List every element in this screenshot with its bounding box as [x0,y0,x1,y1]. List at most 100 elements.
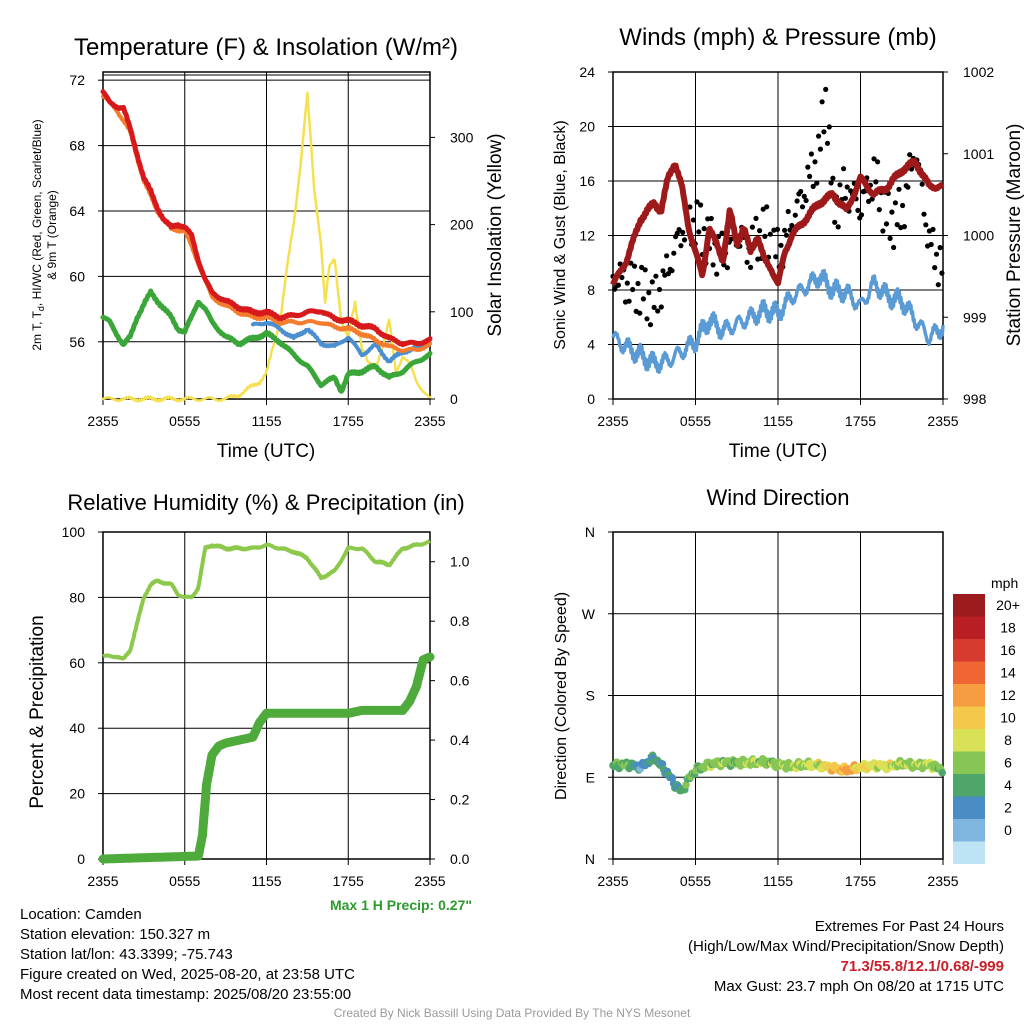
speed-legend-swatch [953,774,985,797]
rh-ytick-label: 40 [69,720,85,736]
wind-gust-dot [876,207,882,213]
wind-xtick-label: 1155 [763,413,793,429]
winds-pressure-panel: 0 4 8 12 16 20 24 998 999 1000 1001 1002 2355 0555 115… [552,24,1024,462]
speed-legend-swatch [953,796,985,819]
wind-gust-dot [687,204,693,210]
wind-gust-dot [748,264,754,270]
speed-legend-swatch [953,729,985,752]
wind-gust-dot [901,224,908,230]
wind-gust-dot [801,193,807,199]
rh-xtick-label: 1155 [251,873,281,889]
speed-legend-swatch [953,819,985,842]
wind-xtick-label: 1755 [845,413,876,429]
wind-gust-dot [749,224,756,230]
speed-legend-label: 14 [1000,665,1016,681]
temp-title: Temperature (F) & Insolation (W/m²) [74,34,458,61]
wind-gust-dot [785,208,791,215]
wind-gust-dot [753,215,759,221]
wind-gust-dot [883,221,890,227]
wind-y2tick-label: 1001 [963,146,994,162]
wind-gust-dot [651,304,657,310]
extremes-subtitle: (High/Low/Max Wind/Precipitation/Snow De… [688,938,1004,955]
wind-gust-dot [646,290,652,296]
rh-title: Relative Humidity (%) & Precipitation (i… [67,490,464,515]
wind-gust-dot [889,209,895,215]
wind-gust-dot [871,156,877,162]
wind-gust-dot [644,316,650,322]
rh-y2tick-label: 0.0 [450,851,470,867]
wind-gust-dot [905,184,911,190]
wind-gust-dot [719,230,725,236]
speed-legend-label: 2 [1004,800,1012,816]
temp-ylabel-right: Solar Insolation (Yellow) [485,133,506,336]
rh-xtick-label: 2355 [414,873,445,889]
wind-gust-dot [714,271,720,277]
wind-gust-dot [696,229,702,235]
wind-xtick-label: 2355 [927,413,958,429]
wind-gust-dot [649,279,655,285]
wind-gust-dot [919,181,925,187]
wind-speed-line [611,268,945,374]
temp-series-line [100,288,433,394]
temp-xtick-label: 0555 [169,413,200,429]
recent-timestamp: Most recent data timestamp: 2025/08/20 2… [20,986,352,1003]
wind-gust-dot [635,280,641,287]
speed-legend-swatch [953,751,985,774]
speed-legend-label: 18 [1000,620,1016,636]
wind-gust-dot [939,270,945,276]
wind-gust-dot [631,263,638,269]
wind-xtick-label: 0555 [680,413,711,429]
max-gust: Max Gust: 23.7 mph On 08/20 at 1715 UTC [713,978,1004,995]
wind-gust-dot [817,146,824,152]
rh-xtick-label: 2355 [87,873,118,889]
wind-ytick-label: 24 [579,64,595,80]
dir-ytick-label: N [585,524,595,540]
temp-y2tick-label: 300 [450,129,474,145]
speed-legend-swatch [953,639,985,662]
wind-gust-dot [656,286,663,293]
wind-gust-dot [858,212,865,218]
wind-gust-dot [647,322,654,328]
wind-gust-dot [762,233,768,239]
speed-legend-label: 12 [1000,687,1016,703]
wind-gust-dot [778,242,784,248]
wind-gust-dot [660,268,666,274]
wind-gust-dot [655,308,661,314]
wind-gust-dot [835,224,841,230]
wind-gust-dot [887,235,893,241]
temp-series-line [250,320,432,364]
wind-gust-dot [841,166,847,172]
dir-xtick-label: 2355 [927,873,958,889]
dir-ytick-label: E [586,769,595,785]
wind-gust-dot [669,268,675,274]
temp-y2tick-label: 100 [450,304,474,320]
dir-xtick-label: 1155 [763,873,793,889]
temp-xtick-label: 1155 [251,413,281,429]
speed-legend-title: mph [991,575,1018,591]
wind-gust-dot [783,232,790,238]
temp-ylabel-left-line2: & 9m T (Orange) [45,190,59,280]
speed-legend-swatch [953,706,985,729]
wind-gust-dot [676,227,682,233]
temp-xlabel: Time (UTC) [217,441,316,462]
temp-ytick-label: 56 [69,334,85,350]
wind-gust-dot [642,267,648,273]
wind-gust-dot [792,212,798,218]
wind-gust-dot [900,202,906,209]
wind-gust-dot [880,228,886,234]
wind-gust-dot [694,199,700,205]
rh-line [102,539,431,661]
temp-ytick-label: 60 [69,268,85,284]
wind-gust-dot [708,215,714,222]
temperature-insolation-panel: 56 60 64 68 72 0 100 200 300 2355 0555 1155 1755 2355… [30,34,506,462]
dir-ytick-label: W [582,606,596,622]
wind-y2tick-label: 998 [963,391,987,407]
rh-ytick-label: 80 [69,589,85,605]
wind-gust-dot [894,222,900,228]
wind-ylabel-right: Station Pressure (Maroon) [1004,124,1024,347]
wind-ytick-label: 20 [579,119,595,135]
temp-xtick-label: 2355 [87,413,118,429]
wind-gust-dot [807,173,813,179]
dir-ytick-label: S [586,688,595,704]
